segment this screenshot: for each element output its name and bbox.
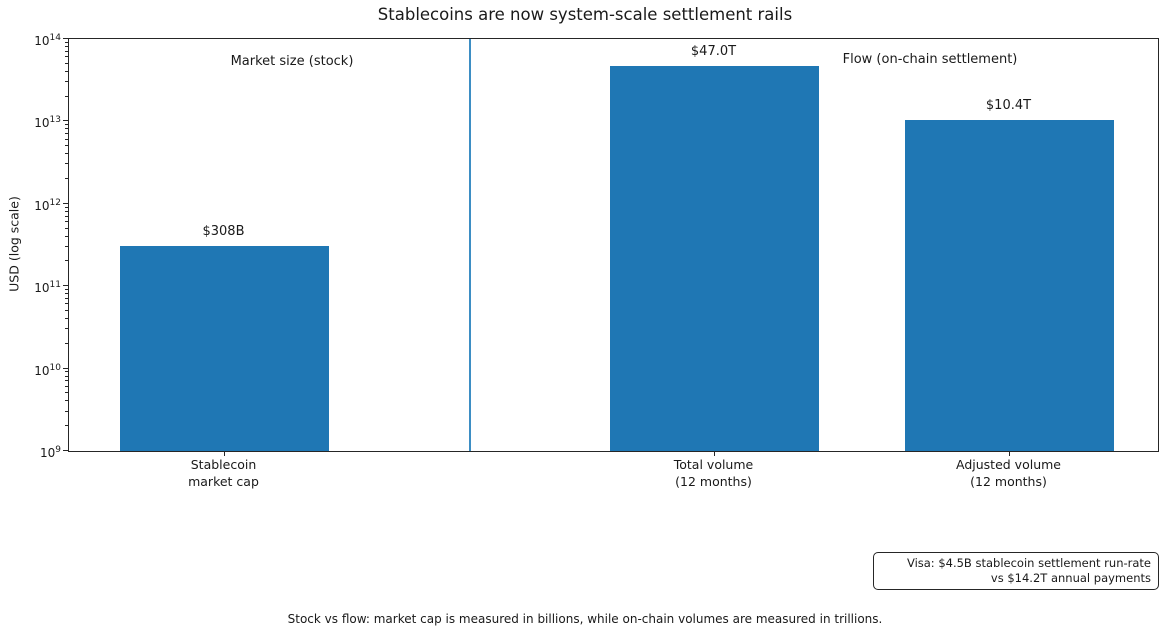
y-axis-minor-tick (65, 303, 68, 305)
y-axis-minor-tick (65, 227, 68, 229)
y-axis-minor-tick (65, 297, 68, 299)
y-axis-tick (63, 285, 68, 287)
y-axis-minor-tick (65, 128, 68, 130)
y-axis-minor-tick (65, 221, 68, 223)
y-axis-minor-tick (65, 245, 68, 247)
y-axis-minor-tick (65, 206, 68, 208)
y-axis-minor-tick (65, 124, 68, 126)
visa-annotation-box: Visa: $4.5B stablecoin settlement run-ra… (873, 552, 1159, 590)
chart-title: Stablecoins are now system-scale settlem… (377, 5, 793, 24)
y-axis-tick-label: 109 (39, 445, 61, 460)
group-label-flow: Flow (on-chain settlement) (842, 52, 1018, 67)
y-axis-minor-tick (65, 400, 68, 402)
y-axis-minor-tick (65, 288, 68, 290)
y-axis-tick (63, 120, 68, 122)
y-axis-minor-tick (65, 215, 68, 217)
y-axis-minor-tick (65, 210, 68, 212)
y-axis-minor-tick (65, 392, 68, 394)
y-axis-minor-tick (65, 317, 68, 319)
y-axis-minor-tick (65, 133, 68, 135)
annotation-line: Visa: $4.5B stablecoin settlement run-ra… (906, 556, 1151, 570)
y-axis-tick-label: 1014 (34, 33, 61, 48)
y-axis-minor-tick (65, 41, 68, 43)
x-axis-tick (223, 451, 225, 456)
y-axis-tick (63, 202, 68, 204)
x-axis-tick (1008, 451, 1010, 456)
y-axis-minor-tick (65, 81, 68, 83)
y-axis-tick-label: 1010 (34, 362, 61, 378)
stock-flow-divider-line (469, 39, 471, 451)
y-axis-minor-tick (65, 95, 68, 97)
y-axis-minor-tick (65, 410, 68, 412)
y-axis-minor-tick (65, 138, 68, 140)
bar-value-label: $308B (202, 223, 245, 239)
y-axis-tick (63, 38, 68, 39)
y-axis-minor-tick (65, 371, 68, 373)
y-axis-tick-label: 1011 (34, 280, 61, 296)
bar (610, 66, 819, 451)
x-axis-tick-label: Adjusted volume (12 months) (956, 457, 1061, 489)
y-axis-minor-tick (65, 56, 68, 58)
y-axis-minor-tick (65, 293, 68, 295)
y-axis-minor-tick (65, 342, 68, 344)
bar (905, 120, 1114, 451)
y-axis-minor-tick (65, 153, 68, 155)
bar-value-label: $10.4T (985, 97, 1032, 113)
y-axis-minor-tick (65, 328, 68, 330)
y-axis-minor-tick (65, 50, 68, 52)
y-axis-minor-tick (65, 235, 68, 237)
y-axis-minor-tick (65, 163, 68, 165)
y-axis-tick-label: 1012 (34, 197, 61, 213)
x-axis-tick-label: Stablecoin market cap (188, 457, 259, 489)
y-axis-minor-tick (65, 385, 68, 387)
group-label-stock: Market size (stock) (230, 54, 354, 69)
x-axis-tick (713, 451, 715, 456)
y-axis-minor-tick (65, 375, 68, 377)
footnote-caption: Stock vs flow: market cap is measured in… (287, 612, 883, 626)
y-axis-minor-tick (65, 177, 68, 179)
y-axis-minor-tick (65, 145, 68, 147)
y-axis-tick (63, 367, 68, 369)
y-axis-tick (63, 450, 68, 451)
y-axis-minor-tick (65, 380, 68, 382)
y-axis-minor-tick (65, 62, 68, 64)
bar (120, 245, 329, 451)
y-axis-minor-tick (65, 70, 68, 72)
x-axis-tick-label: Total volume (12 months) (673, 457, 754, 489)
y-axis-tick-label: 1013 (34, 115, 61, 131)
bar-value-label: $47.0T (690, 44, 737, 60)
y-axis-minor-tick (65, 260, 68, 262)
y-axis-minor-tick (65, 425, 68, 427)
y-axis-minor-tick (65, 45, 68, 47)
annotation-line: vs $14.2T annual payments (990, 571, 1151, 585)
plot-area: Market size (stock) Flow (on-chain settl… (68, 38, 1159, 452)
y-axis-minor-tick (65, 310, 68, 311)
